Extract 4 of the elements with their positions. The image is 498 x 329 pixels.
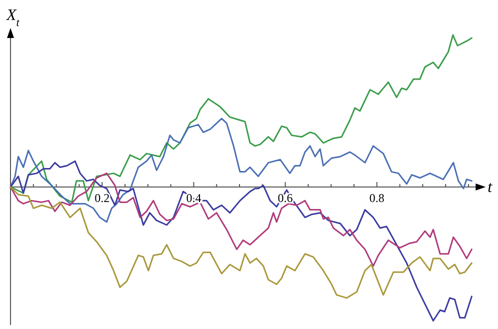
- x-axis-title: t: [488, 179, 493, 196]
- y-axis-title: X$_{t}$: [6, 7, 20, 29]
- x-tick-label: 0.2: [94, 191, 110, 205]
- x-tick-label: 0.8: [369, 191, 384, 205]
